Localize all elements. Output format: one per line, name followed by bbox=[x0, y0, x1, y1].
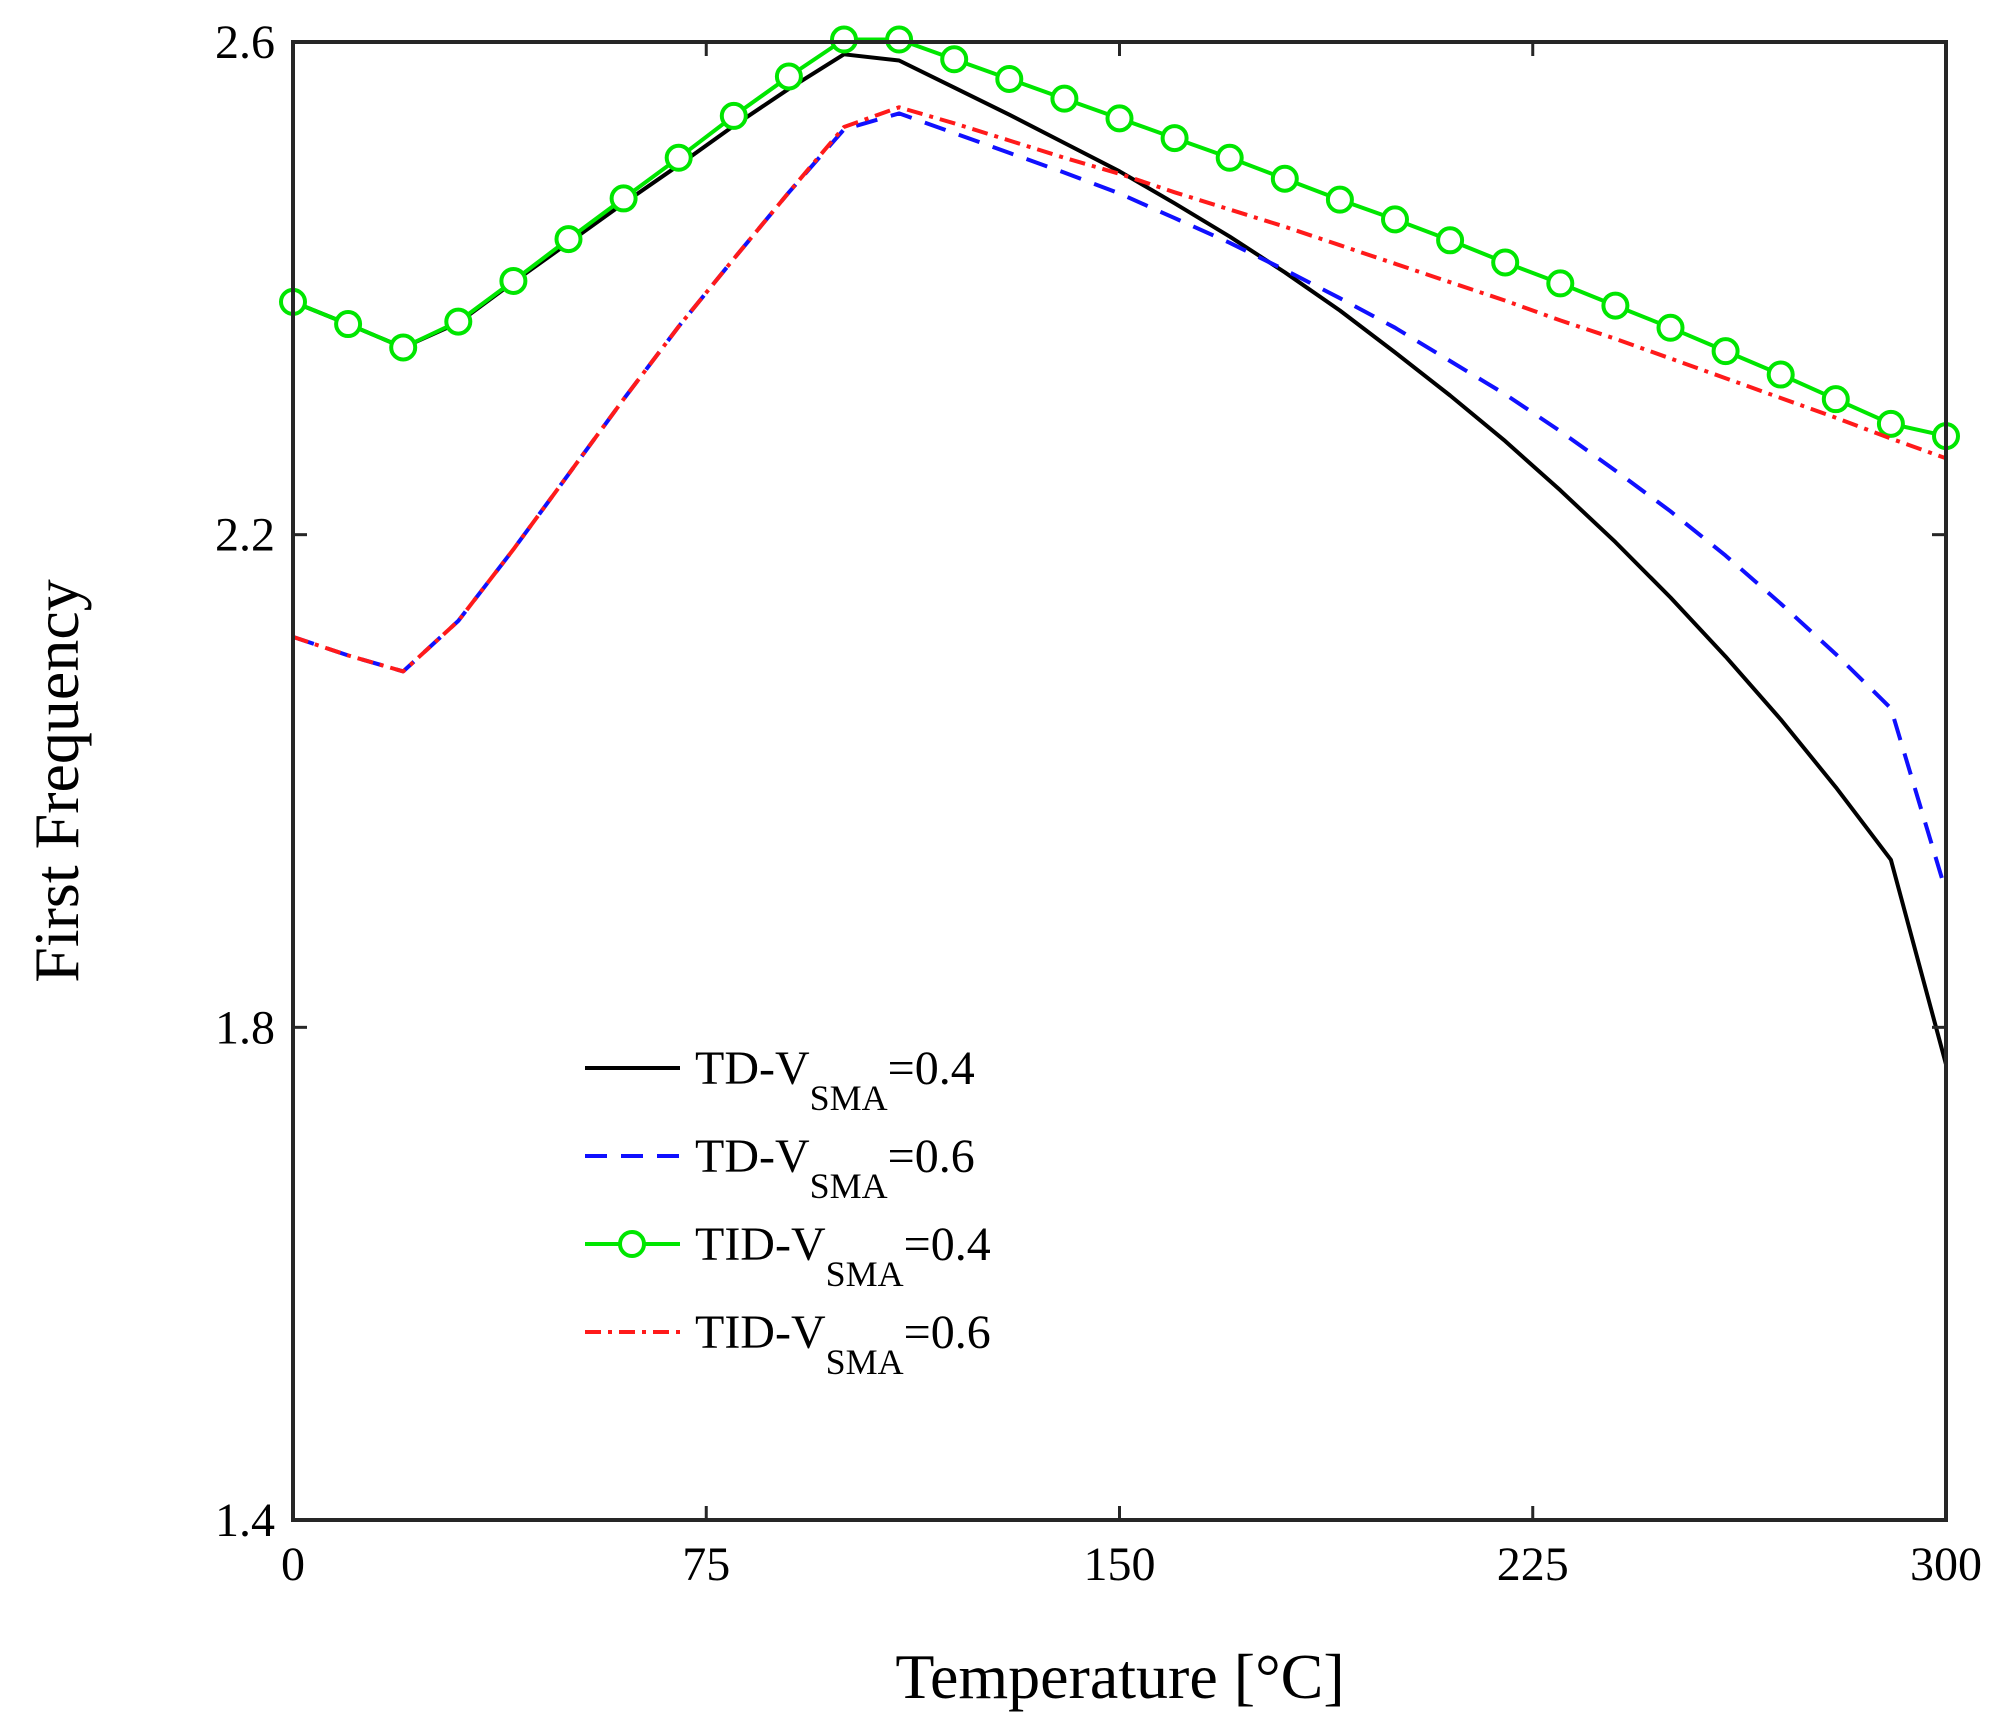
legend-label-tail: =0.4 bbox=[888, 1042, 975, 1095]
series-marker-2 bbox=[1876, 409, 1905, 438]
series-marker-2 bbox=[1656, 313, 1685, 342]
series-marker-2 bbox=[1105, 104, 1134, 133]
series-marker-2 bbox=[719, 101, 748, 130]
legend-label-0: TD-VSMA=0.4 bbox=[695, 1042, 975, 1118]
series-marker-2 bbox=[1546, 269, 1575, 298]
x-axis-title: Temperature [°C] bbox=[895, 1641, 1344, 1712]
legend-label-main: TD-V bbox=[695, 1130, 810, 1183]
series-marker-2 bbox=[774, 62, 803, 91]
legend-label-sub: SMA bbox=[810, 1078, 888, 1118]
legend: TD-VSMA=0.4TD-VSMA=0.6TID-VSMA=0.4TID-VS… bbox=[585, 1042, 991, 1382]
legend-label-1: TD-VSMA=0.6 bbox=[695, 1130, 975, 1206]
series-marker-2 bbox=[554, 225, 583, 254]
legend-label-tail: =0.4 bbox=[904, 1218, 991, 1271]
series-marker-2 bbox=[1491, 248, 1520, 277]
legend-label-tail: =0.6 bbox=[888, 1130, 975, 1183]
y-tick-label: 2.2 bbox=[215, 509, 275, 562]
y-axis-title: First Frequency bbox=[21, 579, 92, 983]
series-marker-2 bbox=[1711, 337, 1740, 366]
series-marker-2 bbox=[1381, 205, 1409, 234]
legend-label-main: TID-V bbox=[695, 1218, 826, 1271]
y-tick-label: 1.8 bbox=[215, 1001, 275, 1054]
legend-marker-2 bbox=[618, 1230, 646, 1258]
series-marker-2 bbox=[940, 45, 969, 74]
legend-label-main: TID-V bbox=[695, 1306, 826, 1359]
series-marker-2 bbox=[444, 307, 473, 336]
series-marker-2 bbox=[389, 333, 418, 362]
series-marker-2 bbox=[499, 266, 528, 295]
tick-layer: 0 75 150 225 300 1.4 1.8 2.2 2.6 bbox=[215, 16, 1982, 1591]
series-line-1 bbox=[292, 111, 1948, 893]
series-marker-2 bbox=[995, 64, 1024, 93]
legend-label-3: TID-VSMA=0.6 bbox=[695, 1306, 991, 1382]
series-layer bbox=[279, 25, 1960, 1065]
series-marker-2 bbox=[609, 184, 638, 213]
x-tick-label: 225 bbox=[1497, 1538, 1569, 1591]
series-marker-2 bbox=[1601, 291, 1630, 320]
series-marker-2 bbox=[1050, 84, 1079, 113]
series-marker-2 bbox=[1766, 360, 1795, 389]
x-tick-label: 150 bbox=[1084, 1538, 1156, 1591]
series-marker-2 bbox=[885, 25, 914, 54]
series-marker-2 bbox=[830, 25, 858, 54]
y-tick-label: 2.6 bbox=[215, 16, 275, 69]
x-tick-label: 300 bbox=[1910, 1538, 1982, 1591]
legend-label-2: TID-VSMA=0.4 bbox=[695, 1218, 991, 1294]
legend-label-sub: SMA bbox=[810, 1166, 888, 1206]
legend-label-sub: SMA bbox=[826, 1254, 904, 1294]
series-marker-2 bbox=[1160, 124, 1189, 153]
x-tick-label: 75 bbox=[682, 1538, 730, 1591]
y-tick-label: 1.4 bbox=[215, 1494, 275, 1547]
series-marker-2 bbox=[334, 310, 363, 339]
series-marker-2 bbox=[1270, 164, 1299, 193]
series-marker-2 bbox=[1215, 143, 1244, 172]
legend-label-main: TD-V bbox=[695, 1042, 810, 1095]
legend-label-tail: =0.6 bbox=[904, 1306, 991, 1359]
series-marker-2 bbox=[664, 143, 693, 172]
series-marker-2 bbox=[1821, 385, 1850, 414]
legend-label-sub: SMA bbox=[826, 1342, 904, 1382]
series-marker-2 bbox=[1436, 226, 1465, 255]
x-tick-label: 0 bbox=[281, 1538, 305, 1591]
series-marker-2 bbox=[1325, 185, 1354, 214]
